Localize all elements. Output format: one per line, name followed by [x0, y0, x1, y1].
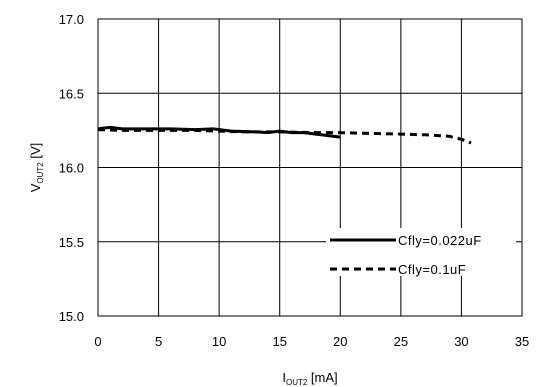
x-tick-label: 15 [272, 334, 286, 349]
y-tick-label: 16.0 [59, 161, 84, 176]
y-axis-label-main: V [28, 183, 43, 192]
x-tick-label: 30 [454, 334, 468, 349]
x-tick-label: 35 [515, 334, 529, 349]
plot-area [97, 18, 523, 317]
x-tick-label: 5 [155, 334, 162, 349]
x-tick-label: 20 [333, 334, 347, 349]
legend: Cfly=0.022uF Cfly=0.1uF [326, 228, 516, 277]
series-layer [97, 125, 472, 145]
legend-label-cfly-0022uf: Cfly=0.022uF [398, 233, 482, 248]
x-tick-label: 25 [394, 334, 408, 349]
x-axis-ticks: 0 5 10 15 20 25 30 35 [94, 334, 529, 349]
y-axis-label-sub: OUT2 [36, 162, 45, 184]
series-line-1 [97, 128, 472, 145]
grid [98, 19, 522, 316]
x-tick-label: 10 [212, 334, 226, 349]
y-tick-label: 16.5 [59, 86, 84, 101]
x-axis-label: IOUT2 [mA] [282, 370, 337, 387]
y-tick-label: 15.0 [59, 309, 84, 324]
x-axis-label-main: I [282, 370, 286, 385]
y-axis-label: VOUT2 [V] [28, 143, 45, 193]
y-axis-label-unit: [V] [28, 143, 43, 163]
x-tick-label: 0 [94, 334, 101, 349]
y-tick-label: 17.0 [59, 12, 84, 27]
legend-label-cfly-01uf: Cfly=0.1uF [398, 262, 466, 277]
y-tick-label: 15.5 [59, 235, 84, 250]
y-axis-ticks: 15.0 15.5 16.0 16.5 17.0 [59, 12, 84, 324]
x-axis-label-unit: [mA] [307, 370, 337, 385]
x-axis-label-sub: OUT2 [286, 378, 308, 387]
